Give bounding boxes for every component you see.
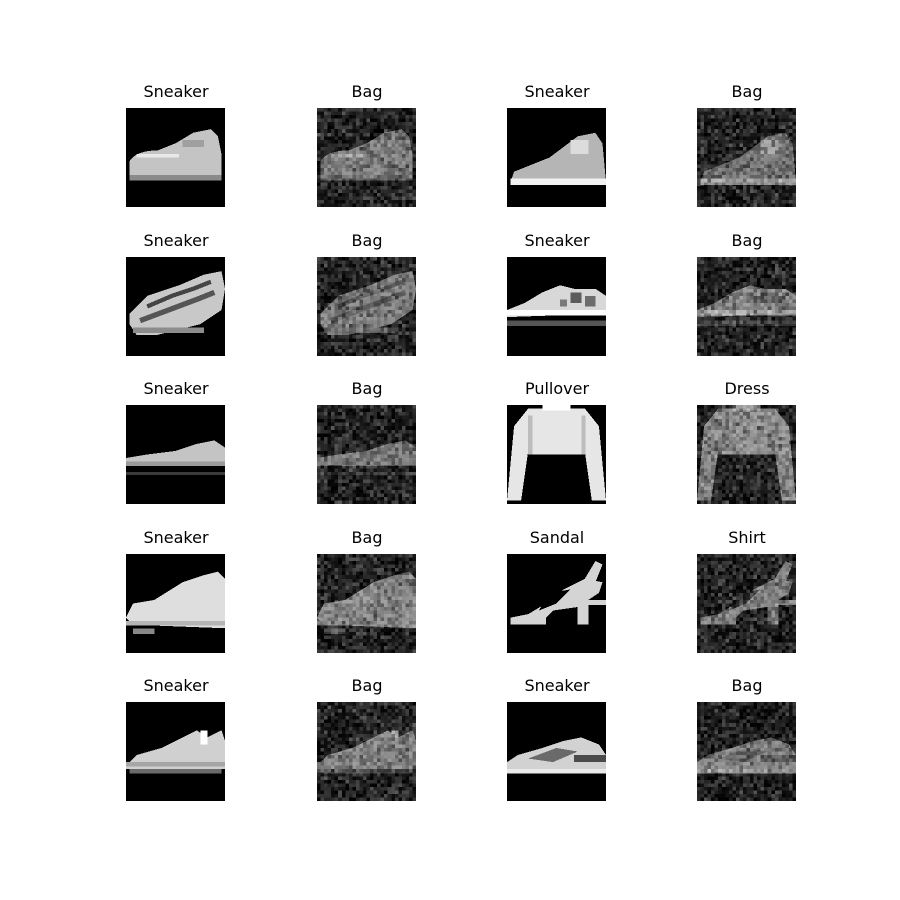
noise-overlay xyxy=(317,108,416,207)
cell-title: Sandal xyxy=(529,528,585,547)
noisy-image-tile xyxy=(317,257,416,356)
cell-title: Sneaker xyxy=(524,82,590,101)
cell-title: Sneaker xyxy=(524,676,590,695)
cell-title: Bag xyxy=(351,528,383,547)
cell-title: Dress xyxy=(724,379,770,398)
noise-overlay xyxy=(697,554,796,653)
cell-title: Bag xyxy=(731,82,763,101)
cell-title: Bag xyxy=(351,676,383,695)
clean-image-tile xyxy=(126,257,225,356)
clean-image-tile xyxy=(507,257,606,356)
noise-overlay xyxy=(697,108,796,207)
item-silhouette xyxy=(129,129,222,181)
noisy-image-tile xyxy=(697,405,796,504)
cell-title: Pullover xyxy=(524,379,590,398)
clean-image-tile xyxy=(507,554,606,653)
cell-title: Bag xyxy=(731,231,763,250)
item-silhouette xyxy=(126,440,225,476)
cell-title: Bag xyxy=(351,82,383,101)
clean-image-tile xyxy=(507,702,606,801)
clean-image-tile xyxy=(126,405,225,504)
clean-image-tile xyxy=(126,702,225,801)
cell-title: Sneaker xyxy=(143,231,209,250)
noise-overlay xyxy=(317,257,416,356)
noise-overlay xyxy=(317,405,416,504)
clean-image-tile xyxy=(507,108,606,207)
item-silhouette xyxy=(510,561,606,625)
cell-title: Shirt xyxy=(728,528,766,547)
clean-image-tile xyxy=(507,405,606,504)
noise-overlay xyxy=(697,405,796,504)
noisy-image-tile xyxy=(697,554,796,653)
noise-overlay xyxy=(317,702,416,801)
item-silhouette xyxy=(126,571,225,634)
item-silhouette xyxy=(507,405,606,501)
cell-title: Sneaker xyxy=(524,231,590,250)
item-silhouette xyxy=(129,271,225,335)
cell-title: Bag xyxy=(351,231,383,250)
item-silhouette xyxy=(126,730,225,774)
noise-overlay xyxy=(317,554,416,653)
cell-title: Sneaker xyxy=(143,82,209,101)
noise-overlay xyxy=(697,702,796,801)
cell-title: Bag xyxy=(351,379,383,398)
noisy-image-tile xyxy=(317,554,416,653)
cell-title: Bag xyxy=(731,676,763,695)
cell-title: Sneaker xyxy=(143,528,209,547)
noisy-image-tile xyxy=(697,108,796,207)
cell-title: Sneaker xyxy=(143,676,209,695)
clean-image-tile xyxy=(126,554,225,653)
noisy-image-tile xyxy=(317,702,416,801)
item-silhouette xyxy=(507,737,606,774)
item-silhouette xyxy=(507,285,606,326)
cell-title: Sneaker xyxy=(143,379,209,398)
noisy-image-tile xyxy=(317,405,416,504)
noise-overlay xyxy=(697,257,796,356)
clean-image-tile xyxy=(126,108,225,207)
noisy-image-tile xyxy=(697,257,796,356)
noisy-image-tile xyxy=(697,702,796,801)
noisy-image-tile xyxy=(317,108,416,207)
item-silhouette xyxy=(510,132,606,186)
